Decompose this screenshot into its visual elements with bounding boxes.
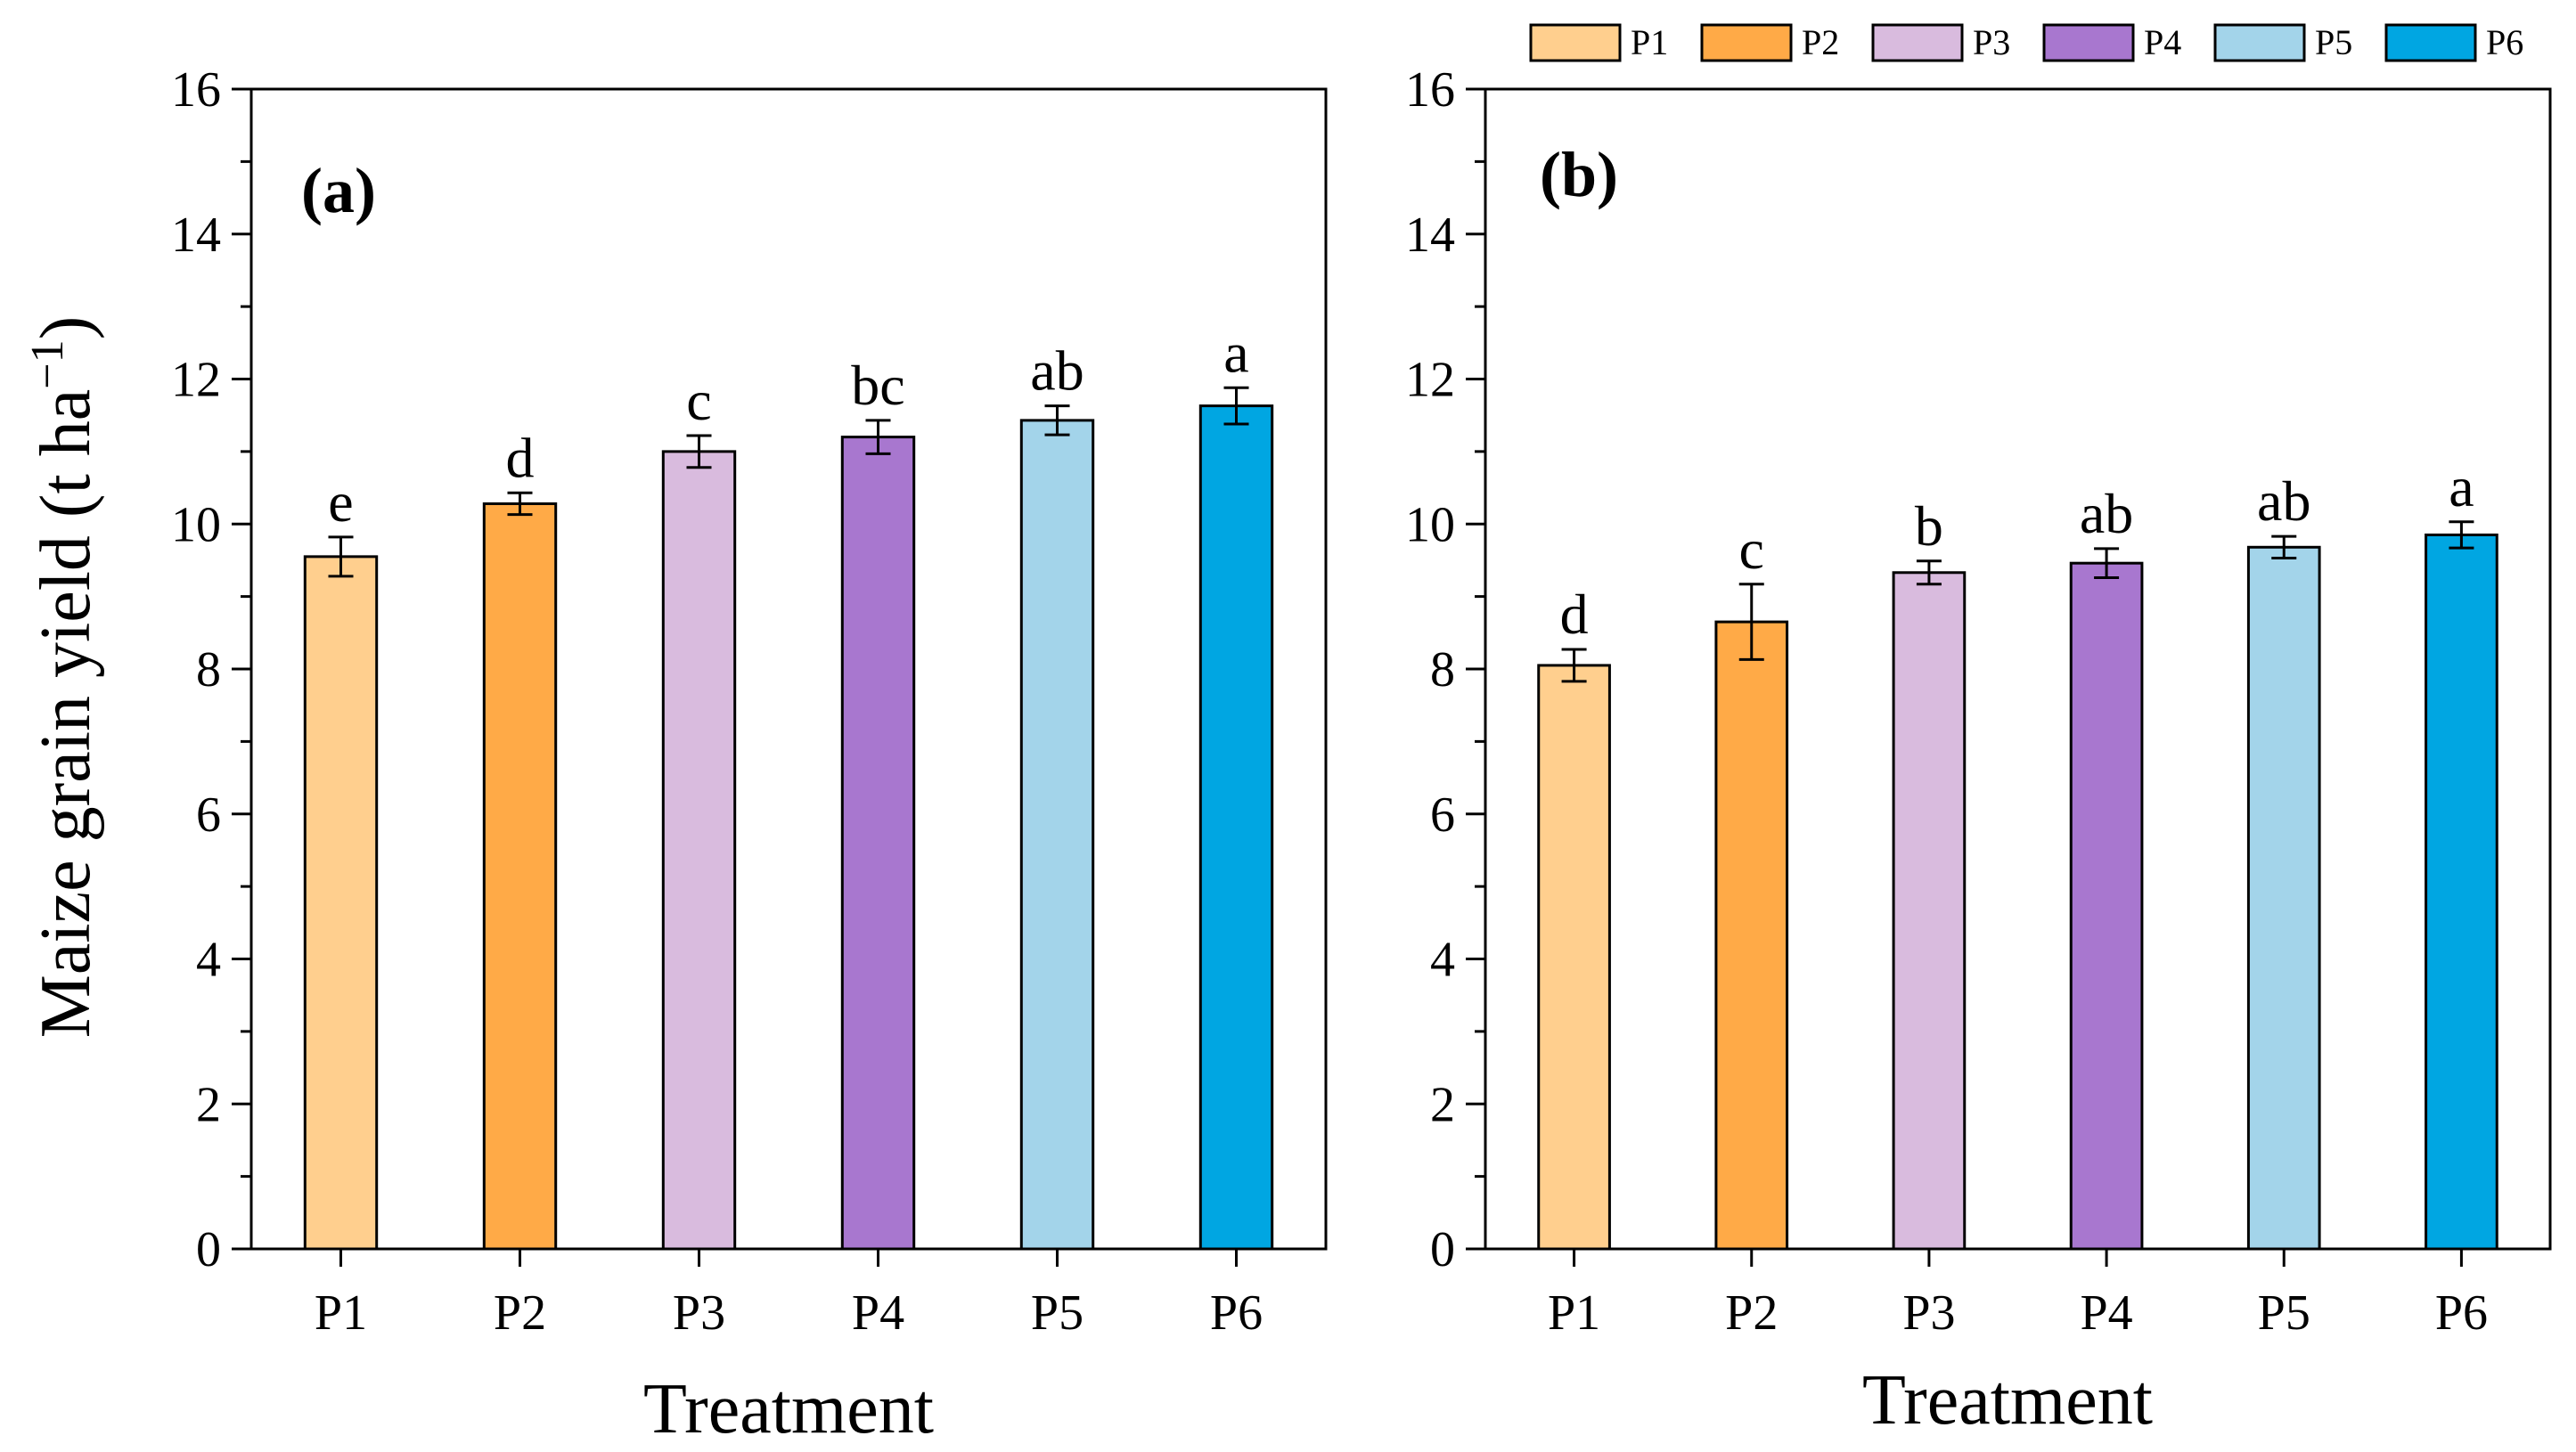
legend-label-p6: P6 xyxy=(2486,22,2523,62)
y-tick-label: 12 xyxy=(1405,353,1455,408)
significance-letter-p2: c xyxy=(1739,518,1764,581)
bar-p6 xyxy=(2425,533,2498,1251)
y-ticks-b: 0 2 4 6 8 10 12 14 16 xyxy=(1405,62,1485,1277)
legend-label-p4: P4 xyxy=(2144,22,2181,62)
y-axis-title-close: ) xyxy=(27,316,105,340)
bar-p6 xyxy=(1198,404,1274,1251)
legend-label-p2: P2 xyxy=(1802,22,1839,62)
bar-p3 xyxy=(1892,571,1967,1251)
significance-letter-p5: ab xyxy=(1030,339,1084,403)
legend-label-p5: P5 xyxy=(2315,22,2352,62)
legend: P1 P2 P3 P4 P5 P6 xyxy=(1529,22,2523,62)
bar-p5 xyxy=(2246,545,2321,1251)
y-tick-label: 10 xyxy=(1405,497,1455,552)
bars-b xyxy=(1537,533,2498,1251)
significance-letter-p3: c xyxy=(686,369,711,432)
x-tick-label-p5: P5 xyxy=(2258,1285,2310,1341)
legend-swatch-p3 xyxy=(1871,23,1964,62)
y-axis-title-main: Maize grain yield (t ha xyxy=(27,389,105,1039)
bar-p1 xyxy=(303,555,379,1251)
y-tick-label: 4 xyxy=(196,933,221,988)
y-axis-title-superscript: −1 xyxy=(22,339,73,388)
plot-frame-a xyxy=(249,87,1328,1251)
y-tick-label: 16 xyxy=(171,62,221,118)
x-axis-title-a: Treatment xyxy=(643,1370,934,1448)
y-tick-label: 2 xyxy=(196,1077,221,1132)
x-ticks-a: P1 P2 P3 P4 P5 P6 xyxy=(315,1249,1263,1341)
y-tick-label: 0 xyxy=(196,1222,221,1277)
legend-swatch-p1 xyxy=(1529,23,1622,62)
y-tick-label: 14 xyxy=(1405,208,1455,263)
y-tick-label: 4 xyxy=(1430,933,1455,988)
x-axis-title-b: Treatment xyxy=(1862,1361,2153,1440)
y-tick-label: 6 xyxy=(1430,787,1455,843)
bar-p4 xyxy=(840,436,916,1251)
x-tick-label-p3: P3 xyxy=(1902,1285,1955,1341)
x-tick-label-p2: P2 xyxy=(1725,1285,1778,1341)
error-bars-a xyxy=(328,386,1249,578)
legend-swatch-p4 xyxy=(2042,23,2135,62)
bar-p3 xyxy=(661,450,737,1251)
bar-p2 xyxy=(482,502,558,1251)
x-tick-label-p6: P6 xyxy=(1210,1285,1263,1341)
y-tick-label: 16 xyxy=(1405,62,1455,118)
x-tick-label-p2: P2 xyxy=(494,1285,546,1341)
x-tick-label-p1: P1 xyxy=(1548,1285,1600,1341)
y-tick-label: 0 xyxy=(1430,1222,1455,1277)
significance-letter-p5: ab xyxy=(2257,469,2310,533)
y-tick-label: 2 xyxy=(1430,1077,1455,1132)
x-tick-label-p3: P3 xyxy=(673,1285,725,1341)
y-tick-label: 8 xyxy=(1430,642,1455,697)
panel-label-a: (a) xyxy=(301,155,376,226)
plot-frame-b xyxy=(1484,87,2552,1251)
bars-a xyxy=(303,404,1274,1251)
y-tick-label: 14 xyxy=(171,208,221,263)
x-ticks-b: P1 P2 P3 P4 P5 P6 xyxy=(1548,1249,2488,1341)
significance-letter-p4: bc xyxy=(851,354,904,417)
legend-swatch-p5 xyxy=(2213,23,2306,62)
bar-p5 xyxy=(1019,419,1095,1251)
significance-letter-p1: e xyxy=(328,470,353,534)
error-bars-b xyxy=(1561,520,2474,683)
significance-letter-p3: b xyxy=(1915,494,1943,558)
y-tick-label: 6 xyxy=(196,787,221,843)
y-tick-label: 12 xyxy=(171,353,221,408)
x-tick-label-p5: P5 xyxy=(1031,1285,1084,1341)
x-tick-label-p6: P6 xyxy=(2435,1285,2488,1341)
y-axis-title: Maize grain yield (t ha−1) xyxy=(22,316,105,1039)
bar-p4 xyxy=(2069,561,2144,1251)
bar-p1 xyxy=(1537,664,1611,1251)
y-tick-label: 10 xyxy=(171,497,221,552)
legend-swatch-p6 xyxy=(2384,23,2477,62)
significance-letter-p6: a xyxy=(1223,321,1248,384)
y-ticks-a: 0 2 4 6 8 10 12 14 16 xyxy=(171,62,251,1277)
x-tick-label-p4: P4 xyxy=(852,1285,904,1341)
significance-letters-b: d c b ab ab a xyxy=(1560,455,2474,646)
significance-letter-p4: ab xyxy=(2080,482,2133,545)
legend-swatch-p2 xyxy=(1700,23,1793,62)
legend-label-p1: P1 xyxy=(1631,22,1668,62)
significance-letter-p2: d xyxy=(506,426,535,489)
bar-p2 xyxy=(1714,620,1789,1251)
y-tick-label: 8 xyxy=(196,642,221,697)
panel-label-b: (b) xyxy=(1540,139,1618,210)
legend-label-p3: P3 xyxy=(1973,22,2010,62)
significance-letter-p1: d xyxy=(1560,583,1589,646)
x-tick-label-p4: P4 xyxy=(2081,1285,2133,1341)
significance-letter-p6: a xyxy=(2449,455,2474,518)
x-tick-label-p1: P1 xyxy=(315,1285,367,1341)
significance-letters-a: e d c bc ab a xyxy=(328,321,1248,534)
